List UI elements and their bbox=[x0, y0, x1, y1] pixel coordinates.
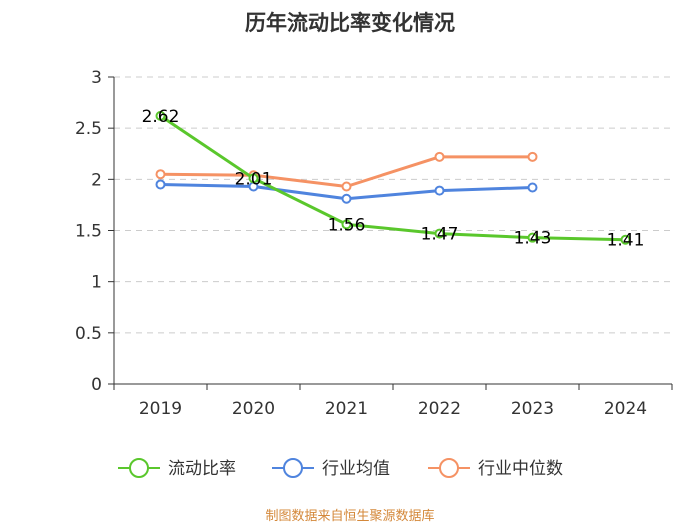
data-labels: 2.62 2.01 1.56 1.47 1.43 1.41 bbox=[142, 107, 645, 251]
y-tick-label: 3 bbox=[91, 68, 102, 88]
series-group bbox=[155, 110, 631, 245]
x-tick-label: 2019 bbox=[139, 399, 182, 419]
grid-lines bbox=[114, 76, 672, 334]
data-point bbox=[434, 228, 445, 239]
data-point bbox=[527, 232, 538, 243]
data-point bbox=[620, 234, 631, 245]
x-tick-label: 2023 bbox=[511, 399, 554, 419]
data-point bbox=[434, 185, 445, 196]
data-label: 1.56 bbox=[328, 215, 366, 235]
x-tick-label: 2024 bbox=[604, 399, 647, 419]
legend-label: 流动比率 bbox=[168, 459, 236, 479]
y-tick-label: 1 bbox=[91, 273, 102, 293]
data-label: 2.01 bbox=[235, 169, 273, 189]
y-tick-label: 1.5 bbox=[75, 222, 102, 242]
x-tick-label: 2022 bbox=[418, 399, 461, 419]
data-point bbox=[248, 173, 259, 184]
series-line bbox=[159, 114, 626, 242]
legend-marker bbox=[129, 458, 149, 478]
y-tick-label: 2.5 bbox=[75, 119, 102, 139]
axes: 0 0.5 1 1.5 2 2.5 3 2019 2020 2021 2022 2023 2024 bbox=[75, 68, 673, 419]
data-point bbox=[527, 182, 538, 193]
data-point bbox=[155, 110, 166, 121]
data-label: 1.41 bbox=[607, 231, 645, 251]
legend-marker bbox=[283, 458, 303, 478]
data-point bbox=[155, 169, 166, 180]
data-point bbox=[341, 219, 352, 230]
legend-label: 行业均值 bbox=[322, 459, 390, 479]
data-point bbox=[341, 193, 352, 204]
y-tick-label: 2 bbox=[91, 170, 102, 190]
y-tick-label: 0.5 bbox=[75, 324, 102, 344]
legend: 流动比率 行业均值 行业中位数 bbox=[118, 458, 563, 479]
data-label: 2.62 bbox=[142, 107, 180, 127]
x-tick-label: 2021 bbox=[325, 399, 368, 419]
y-tick-label: 0 bbox=[91, 375, 102, 395]
data-label: 1.43 bbox=[514, 229, 552, 249]
legend-label: 行业中位数 bbox=[478, 459, 563, 479]
source-note: 制图数据来自恒生聚源数据库 bbox=[265, 508, 434, 524]
data-point bbox=[527, 151, 538, 162]
chart-title: 历年流动比率变化情况 bbox=[245, 11, 455, 35]
x-tick-label: 2020 bbox=[232, 399, 275, 419]
data-point bbox=[155, 179, 166, 190]
data-point bbox=[434, 151, 445, 162]
legend-marker bbox=[439, 458, 459, 478]
data-point bbox=[341, 181, 352, 192]
data-label: 1.47 bbox=[421, 225, 459, 245]
